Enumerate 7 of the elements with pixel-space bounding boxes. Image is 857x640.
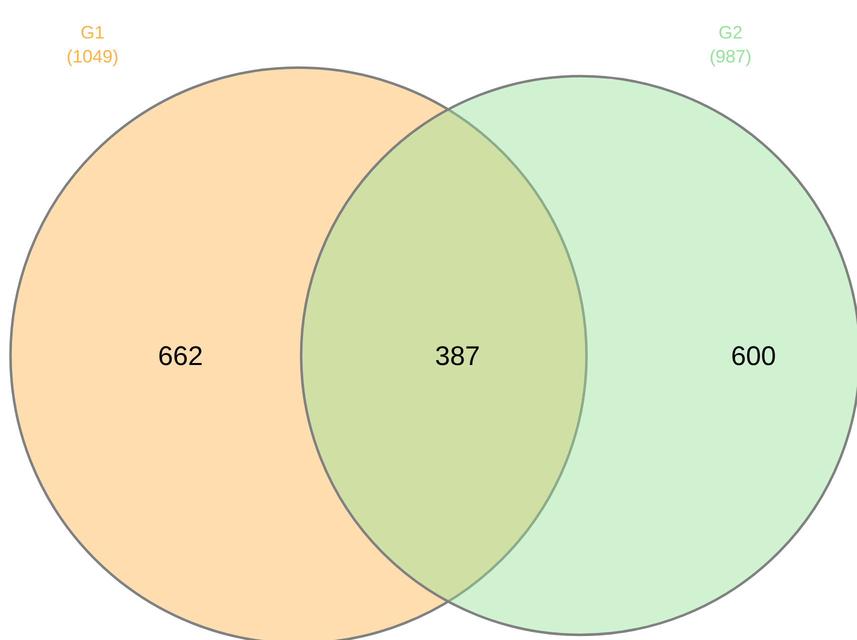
category-label: G1 — [80, 22, 105, 42]
text: 662 — [158, 341, 204, 371]
category-label: G2 — [718, 22, 743, 42]
text: 387 — [434, 341, 480, 371]
data-label: (1049) — [66, 46, 119, 66]
data-label: (987) — [709, 46, 752, 66]
text: 600 — [730, 341, 776, 371]
